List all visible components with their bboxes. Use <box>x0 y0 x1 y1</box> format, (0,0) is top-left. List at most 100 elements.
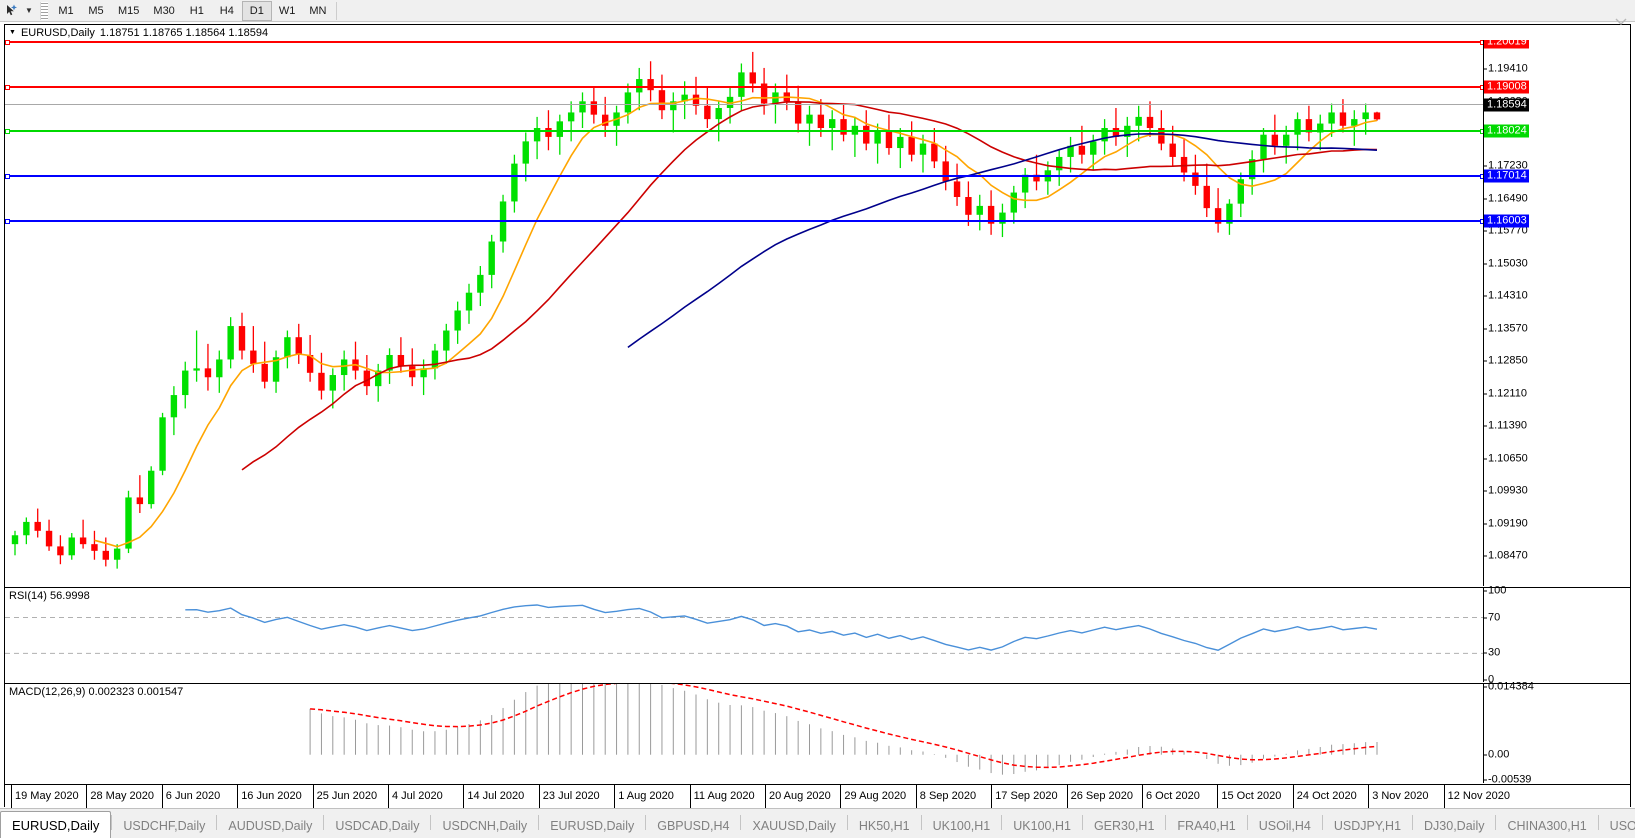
chart-tab-hk50-h1[interactable]: HK50,H1 <box>858 819 910 833</box>
chart-tab-fra40-h1[interactable]: FRA40,H1 <box>1177 819 1236 833</box>
tab-divider <box>1495 815 1497 830</box>
tab-divider <box>920 815 922 830</box>
cursor-dropdown-icon[interactable]: ▼ <box>25 6 33 15</box>
price-tick-10: 1.12850 <box>1484 354 1528 367</box>
date-tick-14 <box>1066 785 1068 808</box>
chart-tab-xauusd-daily[interactable]: XAUUSD,Daily <box>752 819 836 833</box>
tab-divider <box>111 815 113 830</box>
date-tick-12 <box>915 785 917 808</box>
price-tick-5: 1.16490 <box>1484 192 1528 205</box>
macd-label: MACD(12,26,9) 0.002323 0.001547 <box>9 686 187 698</box>
date-tick-6 <box>463 785 465 808</box>
rsi-pane[interactable]: RSI(14) 56.9998 100 70 30 0 <box>5 584 1630 685</box>
rsi-label: RSI(14) 56.9998 <box>9 590 93 602</box>
date-label-16: 15 Oct 2020 <box>1221 790 1282 802</box>
timeframe-m30[interactable]: M30 <box>153 4 175 17</box>
macd-plot-area[interactable] <box>5 684 1485 783</box>
chart-tab-ger30-h1[interactable]: GER30,H1 <box>1093 819 1155 833</box>
price-plot-area[interactable] <box>5 39 1485 586</box>
chart-tab-audusd-daily[interactable]: AUDUSD,Daily <box>228 819 313 833</box>
rsi-tick-70: 70 <box>1483 611 1501 624</box>
chart-tab-usdchf-daily[interactable]: USDCHF,Daily <box>123 819 206 833</box>
price-tag-support-1[interactable]: 1.17014 <box>1484 169 1529 183</box>
date-label-12: 8 Sep 2020 <box>919 790 977 802</box>
tab-divider <box>1597 815 1599 830</box>
price-pane[interactable]: 1.201501.194101.186801.179501.172301.164… <box>5 30 1630 586</box>
price-tick-4: 1.17230 <box>1484 159 1528 172</box>
chart-collapse-caret-icon[interactable]: ▼ <box>9 29 16 36</box>
rsi-tick-100: 100 <box>1483 584 1507 597</box>
chart-tab-usdjpy-h1[interactable]: USDJPY,H1 <box>1333 819 1402 833</box>
level-line-pivot[interactable] <box>5 128 1485 134</box>
date-label-13: 17 Sep 2020 <box>995 790 1058 802</box>
tab-divider <box>323 815 325 830</box>
timeframe-d1[interactable]: D1 <box>241 0 272 21</box>
chart-tab-china300-h1[interactable]: CHINA300,H1 <box>1507 819 1587 833</box>
date-label-11: 29 Aug 2020 <box>844 790 907 802</box>
timeframe-mn[interactable]: MN <box>309 4 327 17</box>
chart-tab-usdcnh-daily[interactable]: USDCNH,Daily <box>442 819 528 833</box>
macd-tick-0.00: 0.00 <box>1483 748 1510 761</box>
tab-divider <box>645 815 647 830</box>
date-label-6: 14 Jul 2020 <box>467 790 525 802</box>
crosshair-cursor-icon[interactable] <box>0 1 22 21</box>
chart-tab-eurusd-daily[interactable]: EURUSD,Daily <box>0 811 112 838</box>
macd-tick--0.00539: -0.00539 <box>1483 773 1532 786</box>
price-tick-14: 1.09930 <box>1484 484 1528 497</box>
price-tag-resistance-1[interactable]: 1.19008 <box>1484 80 1529 94</box>
date-tick-13 <box>991 785 993 808</box>
price-axis[interactable]: 1.201501.194101.186801.179501.172301.164… <box>1483 30 1630 586</box>
date-label-7: 23 Jul 2020 <box>542 790 600 802</box>
chart-symbol-title: EURUSD,Daily <box>20 26 95 39</box>
chart-tab-dj30-daily[interactable]: DJ30,Daily <box>1424 819 1485 833</box>
level-line-resistance-1[interactable] <box>5 84 1485 90</box>
price-tag-last-price[interactable]: 1.18594 <box>1484 98 1529 112</box>
price-tick-6: 1.15770 <box>1484 224 1528 237</box>
date-tick-18 <box>1368 785 1370 808</box>
timeframe-m15[interactable]: M15 <box>118 4 140 17</box>
timeframe-h1[interactable]: H1 <box>189 4 204 17</box>
rsi-tick-0: 0 <box>1483 673 1495 686</box>
chart-tab-eurusd-daily[interactable]: EURUSD,Daily <box>550 819 635 833</box>
date-tick-7 <box>538 785 540 808</box>
price-tick-15: 1.09190 <box>1484 517 1528 530</box>
chart-tab-uk100-h1[interactable]: UK100,H1 <box>932 819 991 833</box>
timeframe-h4[interactable]: H4 <box>219 4 234 17</box>
chart-tab-usdcad-daily[interactable]: USDCAD,Daily <box>335 819 420 833</box>
chart-tab-gbpusd-h4[interactable]: GBPUSD,H4 <box>657 819 730 833</box>
date-tick-3 <box>237 785 239 808</box>
last-price-line <box>5 104 1485 106</box>
rsi-plot-area[interactable] <box>5 588 1485 682</box>
price-tag-support-2[interactable]: 1.16003 <box>1484 214 1529 228</box>
level-line-resistance-2[interactable] <box>5 39 1485 45</box>
level-line-support-2[interactable] <box>5 218 1485 224</box>
price-tag-pivot[interactable]: 1.18024 <box>1484 124 1529 138</box>
window-collapse-icon[interactable] <box>1615 18 1627 26</box>
timeframe-w1[interactable]: W1 <box>278 4 296 17</box>
tab-divider <box>1412 815 1414 830</box>
timeframe-m5[interactable]: M5 <box>88 4 104 17</box>
price-tick-13: 1.10650 <box>1484 452 1528 465</box>
chart-header: ▼ EURUSD,Daily 1.18751 1.18765 1.18564 1… <box>5 25 1630 40</box>
date-label-4: 25 Jun 2020 <box>316 790 378 802</box>
chart-tab-usoil-h4[interactable]: USOil,H4 <box>1258 819 1311 833</box>
date-tick-2 <box>161 785 163 808</box>
date-label-3: 16 Jun 2020 <box>241 790 302 802</box>
timeframe-m1[interactable]: M1 <box>58 4 74 17</box>
top-toolbar: ▼ M1 M5 M15 M30 H1 H4 D1 W1 MN <box>0 0 1635 22</box>
tab-divider <box>430 815 432 830</box>
date-tick-15 <box>1142 785 1143 808</box>
price-tick-16: 1.08470 <box>1484 549 1528 562</box>
date-axis[interactable]: 19 May 2020 28 May 2020 6 Jun 2020 16 Jun 2… <box>5 784 1630 808</box>
toolbar-grip[interactable] <box>40 1 48 20</box>
macd-pane[interactable]: MACD(12,26,9) 0.002323 0.001547 0.014384… <box>5 681 1630 786</box>
tab-divider <box>1246 815 1248 830</box>
date-tick-17 <box>1292 785 1294 808</box>
level-line-support-1[interactable] <box>5 173 1485 179</box>
candlestick-chart <box>11 51 1381 569</box>
chart-tab-usoil-h1[interactable]: USOil,H1 <box>1609 819 1635 833</box>
date-tick-10 <box>765 785 766 808</box>
date-label-8: 1 Aug 2020 <box>618 790 674 802</box>
chart-tab-uk100-h1[interactable]: UK100,H1 <box>1013 819 1071 833</box>
